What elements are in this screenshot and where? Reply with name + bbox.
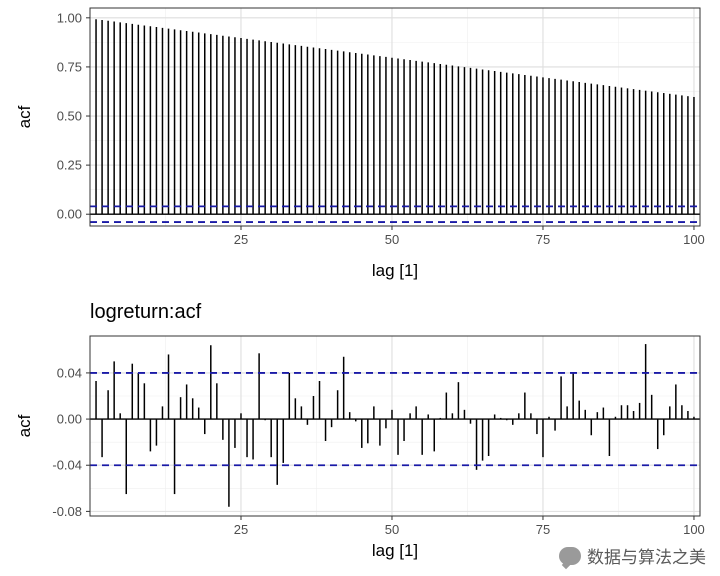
x-tick-label: 75 xyxy=(536,232,550,247)
x-tick-label: 50 xyxy=(385,522,399,537)
y-tick-label: -0.04 xyxy=(52,458,82,473)
acf-top-panel: 25 50 75 100 0.00 0.25 0.50 0.75 1.00 lag [1] acf xyxy=(15,7,705,280)
chat-bubble-icon xyxy=(559,546,581,565)
plot-background xyxy=(90,8,700,226)
x-tick-label: 100 xyxy=(683,232,705,247)
watermark-text: 数据与算法之美 xyxy=(587,548,706,567)
y-tick-label: 0.00 xyxy=(57,412,82,427)
x-axis-label: lag [1] xyxy=(372,261,418,280)
logreturn-acf-panel: 25 50 75 100 -0.08 -0.04 0.00 0.04 lag [1] acf log… xyxy=(15,301,705,560)
x-tick-label: 75 xyxy=(536,522,550,537)
y-tick-label: 0.04 xyxy=(57,365,82,380)
y-tick-label: 0.25 xyxy=(57,158,82,173)
x-tick-label: 100 xyxy=(683,522,705,537)
plot-border xyxy=(89,335,701,517)
y-tick-label: 0.00 xyxy=(57,207,82,222)
y-tick-label: 0.50 xyxy=(57,109,82,124)
x-tick-label: 25 xyxy=(234,232,248,247)
watermark: 数据与算法之美 xyxy=(559,543,706,568)
plot-border xyxy=(89,7,701,227)
x-tick-label: 25 xyxy=(234,522,248,537)
y-tick-label: 1.00 xyxy=(57,10,82,25)
x-axis-label: lag [1] xyxy=(372,541,418,560)
panel-title: logreturn:acf xyxy=(90,301,202,323)
y-tick-label: -0.08 xyxy=(52,504,82,519)
x-tick-label: 50 xyxy=(385,232,399,247)
plot-background xyxy=(90,336,700,516)
y-axis-label: acf xyxy=(15,414,34,437)
y-tick-label: 0.75 xyxy=(57,59,82,74)
y-axis-label: acf xyxy=(15,105,34,128)
